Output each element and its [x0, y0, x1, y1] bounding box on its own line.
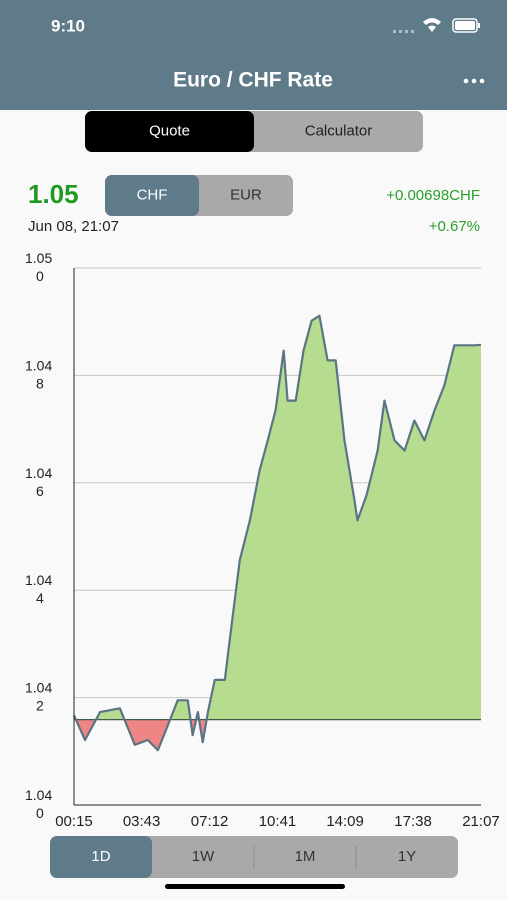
segment-button[interactable] [254, 111, 423, 152]
area-up [74, 315, 481, 720]
range-label: 1W [192, 848, 215, 865]
range-label: 1Y [398, 848, 416, 865]
change-percent: +0.67% [429, 218, 480, 235]
segment-label: Calculator [305, 122, 373, 139]
range-button[interactable] [356, 836, 458, 878]
segment-label: Quote [149, 122, 190, 139]
x-tick-label: 21:07 [462, 813, 500, 830]
y-tick-label: 1.04 0 [25, 787, 52, 821]
y-tick-label: 1.05 0 [25, 250, 52, 284]
chart: 1.04 0 1.04 2 1.04 4 1.04 6 1.04 8 1.05 0 00:15 03:43… [25, 250, 500, 830]
area-down [75, 719, 207, 751]
y-tick-label: 1.04 6 [25, 465, 52, 499]
currency-button[interactable] [105, 175, 199, 216]
price-line [72, 314, 482, 752]
x-tick-label: 07:12 [191, 813, 229, 830]
status-time: 9:10 [51, 16, 85, 35]
y-tick-label: 1.04 2 [25, 679, 52, 713]
y-tick-label: 1.04 8 [25, 357, 52, 391]
home-indicator [165, 884, 345, 889]
range-button[interactable] [50, 836, 152, 878]
range-label: 1M [295, 848, 316, 865]
range-button[interactable] [254, 836, 356, 878]
currency-label: CHF [137, 186, 168, 203]
menu-button[interactable] [463, 78, 485, 84]
segment-button[interactable] [85, 111, 254, 152]
change: +0.00698CHF [386, 187, 480, 204]
timestamp: Jun 08, 21:07 [28, 218, 119, 235]
y-tick-label: 1.04 4 [25, 572, 52, 606]
range-label: 1D [91, 848, 110, 865]
x-tick-label: 03:43 [123, 813, 161, 830]
status-icons [393, 18, 480, 33]
rate: 1.05 [28, 179, 79, 209]
currency-label: EUR [230, 186, 262, 203]
x-tick-label: 14:09 [326, 813, 364, 830]
header-title: Euro / CHF Rate [173, 69, 333, 92]
x-tick-label: 10:41 [259, 813, 297, 830]
range-button[interactable] [152, 836, 254, 878]
x-tick-label: 00:15 [55, 813, 93, 830]
x-tick-label: 17:38 [394, 813, 432, 830]
header-bar [0, 0, 507, 110]
currency-button[interactable] [199, 175, 293, 216]
